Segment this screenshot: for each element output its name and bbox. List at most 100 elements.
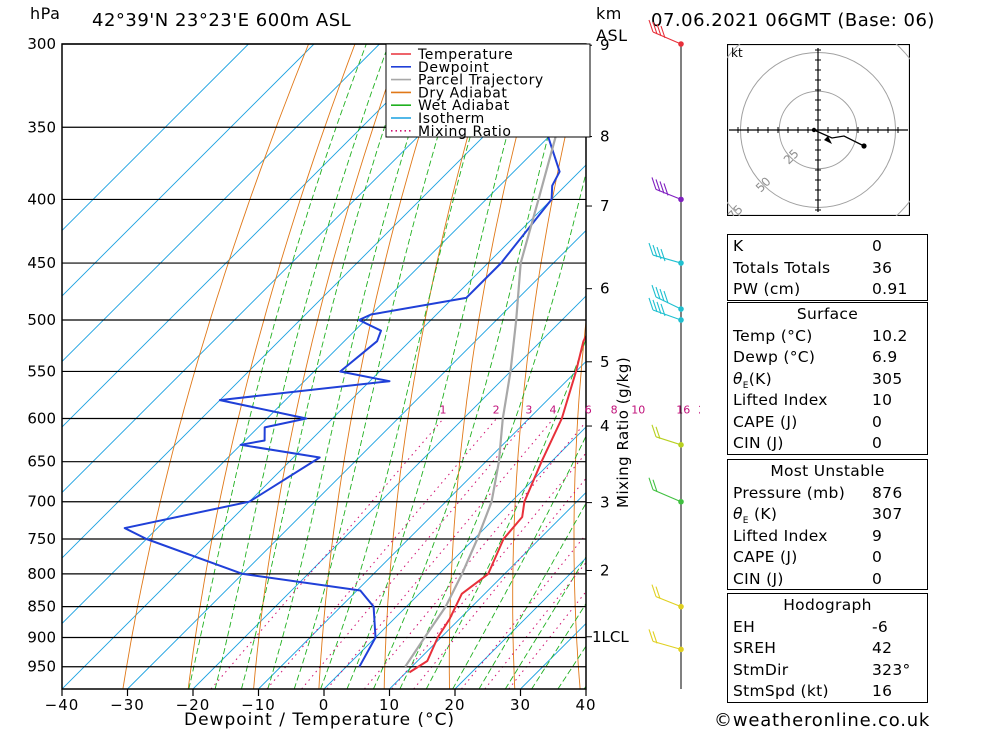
surface-theta-value: 305 — [872, 369, 903, 388]
dry-adiabat-line — [318, 44, 449, 689]
totals-totals-row: Totals Totals 36 — [728, 257, 927, 279]
dry-adiabat-line — [187, 44, 356, 689]
wind-barb-flag — [656, 246, 662, 260]
isotherm-line — [62, 44, 577, 559]
wind-barb-flag — [659, 181, 665, 194]
wind-barb-flag — [660, 248, 666, 262]
wind-barb — [648, 242, 682, 264]
surface-dewp-label: Dewp (°C) — [733, 348, 816, 366]
x-tick-label: −30 — [110, 696, 145, 714]
mixing-ratio-label: 3 — [525, 403, 532, 416]
mixing-ratio-line — [326, 418, 554, 689]
eh-value: -6 — [872, 617, 889, 636]
wet-adiabat-line — [452, 435, 586, 689]
dewpoint-profile — [123, 52, 586, 668]
pressure-tick-label: 750 — [27, 530, 56, 548]
isotherm-line — [62, 44, 446, 428]
isotherm-line — [62, 44, 380, 363]
surface-title: Surface — [796, 305, 859, 323]
isotherm-line — [62, 44, 249, 232]
wind-barb — [648, 297, 682, 321]
hodograph-end-dot — [861, 143, 867, 149]
wind-barb-flag — [651, 177, 657, 190]
wind-barb-flag — [656, 301, 662, 315]
mixing-ratio-line — [461, 533, 586, 689]
mixing-ratio-line — [484, 561, 586, 689]
wind-barb — [651, 284, 682, 310]
indices-panel: K 0 Totals Totals 36 PW (cm) 0.91 — [727, 234, 928, 301]
km-tick-label: 8 — [600, 128, 610, 146]
eh-label: EH — [733, 617, 756, 636]
dry-adiabat-line — [691, 44, 700, 689]
isotherm-line — [389, 491, 586, 689]
datetime-title: 07.06.2021 06GMT (Base: 06) — [651, 10, 935, 31]
x-tick-label: −20 — [176, 696, 211, 714]
surface-temp-row: Temp (°C) 10.2 — [728, 325, 927, 347]
surface-cape-value: 0 — [872, 412, 883, 431]
copyright-symbol: © — [714, 710, 733, 731]
most-unstable-panel: Most Unstable Pressure (mb) 876 θE (K) 3… — [727, 459, 928, 590]
wind-barb — [648, 19, 682, 45]
wind-barb-shaft — [652, 254, 682, 264]
km-tick-label: 4 — [600, 417, 610, 435]
pressure-tick-label: 850 — [27, 598, 56, 616]
storm-motion-arrow — [824, 136, 832, 144]
wind-barb-flag — [648, 629, 654, 642]
wind-barb-shaft — [652, 489, 682, 503]
copyright-footer[interactable]: ©weatheronline.co.uk — [714, 710, 930, 731]
wind-barb-flag — [655, 586, 661, 599]
wind-barb-flag — [655, 179, 661, 192]
mu-pressure-label: Pressure (mb) — [733, 483, 846, 502]
legend-label: Mixing Ratio — [418, 124, 512, 140]
mixing-ratio-label: 8 — [611, 403, 618, 416]
hodograph-trace — [813, 129, 865, 147]
mixing-ratio-line — [508, 590, 586, 689]
wind-barb-flag — [663, 183, 669, 196]
surface-temp-label: Temp (°C) — [733, 326, 813, 345]
wind-barb-shaft — [655, 296, 682, 310]
mixing-ratio-line — [364, 421, 586, 689]
isotherm-line — [62, 44, 511, 494]
pressure-tick-label: 950 — [27, 658, 56, 676]
x-axis-title: Dewpoint / Temperature (°C) — [184, 710, 456, 730]
mu-cin-value: 0 — [872, 569, 883, 588]
pressure-tick-label: 600 — [27, 409, 56, 427]
pressure-tick-label: 300 — [27, 35, 56, 53]
wet-adiabat-line — [188, 44, 367, 689]
surface-theta-label: (K) — [748, 369, 772, 388]
wet-adiabat-line — [372, 44, 573, 689]
totals-totals-label: Totals Totals — [733, 258, 831, 277]
dry-adiabat-line — [512, 46, 586, 689]
wind-barb — [651, 177, 682, 200]
pressure-tick-label: 550 — [27, 362, 56, 380]
wind-barb-flag — [651, 584, 657, 597]
temperature-profile — [408, 334, 586, 674]
mixing-ratio-axis-title: Mixing Ratio (g/kg) — [614, 356, 632, 508]
legend-label: Wet Adiabat — [418, 98, 510, 114]
pw-label: PW (cm) — [733, 280, 801, 298]
legend-label: Dewpoint — [418, 60, 489, 76]
stmdir-value: 323° — [872, 660, 911, 679]
isotherm-line — [520, 622, 586, 689]
site-link[interactable]: weatheronline.co.uk — [732, 710, 931, 731]
mixing-ratio-label: 10 — [631, 403, 645, 416]
km-tick-label: 6 — [600, 280, 610, 298]
km-tick-label: 9 — [600, 36, 610, 54]
wind-barb-flag — [659, 288, 665, 302]
asl-unit-label: ASL — [596, 26, 628, 45]
x-tick-label: 20 — [444, 696, 465, 714]
wind-barb-flag — [656, 23, 662, 37]
isotherm-line — [62, 98, 586, 625]
surface-cape-row: CAPE (J) 0 — [728, 411, 927, 433]
wind-barb — [648, 477, 682, 503]
hodograph-unit-label: kt — [731, 46, 743, 60]
mu-theta-label: (K) — [754, 505, 778, 523]
stmspd-label: StmSpd (kt) — [733, 682, 829, 700]
mixing-ratio-line — [266, 418, 497, 689]
legend-label: Temperature — [417, 47, 513, 63]
isotherm-line — [127, 229, 586, 689]
mixing-ratio-line — [301, 418, 530, 689]
surface-li-row: Lifted Index 10 — [728, 389, 927, 411]
wind-barb-flag — [652, 299, 658, 313]
pw-value: 0.91 — [872, 280, 908, 298]
